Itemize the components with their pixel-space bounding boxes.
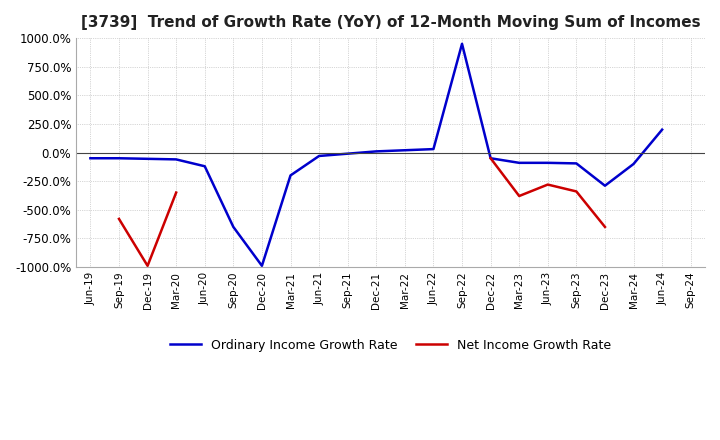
Ordinary Income Growth Rate <box>486 156 495 161</box>
Ordinary Income Growth Rate <box>200 164 209 169</box>
Ordinary Income Growth Rate <box>658 127 667 132</box>
Ordinary Income Growth Rate <box>86 156 95 161</box>
Ordinary Income Growth Rate <box>315 153 323 158</box>
Title: [3739]  Trend of Growth Rate (YoY) of 12-Month Moving Sum of Incomes: [3739] Trend of Growth Rate (YoY) of 12-… <box>81 15 701 30</box>
Ordinary Income Growth Rate <box>229 224 238 230</box>
Ordinary Income Growth Rate <box>572 161 581 166</box>
Ordinary Income Growth Rate <box>400 147 409 153</box>
Legend: Ordinary Income Growth Rate, Net Income Growth Rate: Ordinary Income Growth Rate, Net Income … <box>165 334 616 357</box>
Ordinary Income Growth Rate <box>286 173 294 178</box>
Ordinary Income Growth Rate <box>114 156 123 161</box>
Line: Ordinary Income Growth Rate: Ordinary Income Growth Rate <box>91 44 662 266</box>
Ordinary Income Growth Rate <box>143 156 152 161</box>
Ordinary Income Growth Rate <box>629 161 638 167</box>
Line: Net Income Growth Rate: Net Income Growth Rate <box>119 193 176 266</box>
Net Income Growth Rate <box>114 216 123 221</box>
Ordinary Income Growth Rate <box>458 41 467 47</box>
Net Income Growth Rate <box>172 190 181 195</box>
Ordinary Income Growth Rate <box>515 160 523 165</box>
Ordinary Income Growth Rate <box>372 149 381 154</box>
Ordinary Income Growth Rate <box>172 157 181 162</box>
Ordinary Income Growth Rate <box>429 147 438 152</box>
Ordinary Income Growth Rate <box>343 151 352 156</box>
Ordinary Income Growth Rate <box>600 183 609 188</box>
Ordinary Income Growth Rate <box>258 263 266 268</box>
Net Income Growth Rate <box>143 263 152 268</box>
Ordinary Income Growth Rate <box>544 160 552 165</box>
